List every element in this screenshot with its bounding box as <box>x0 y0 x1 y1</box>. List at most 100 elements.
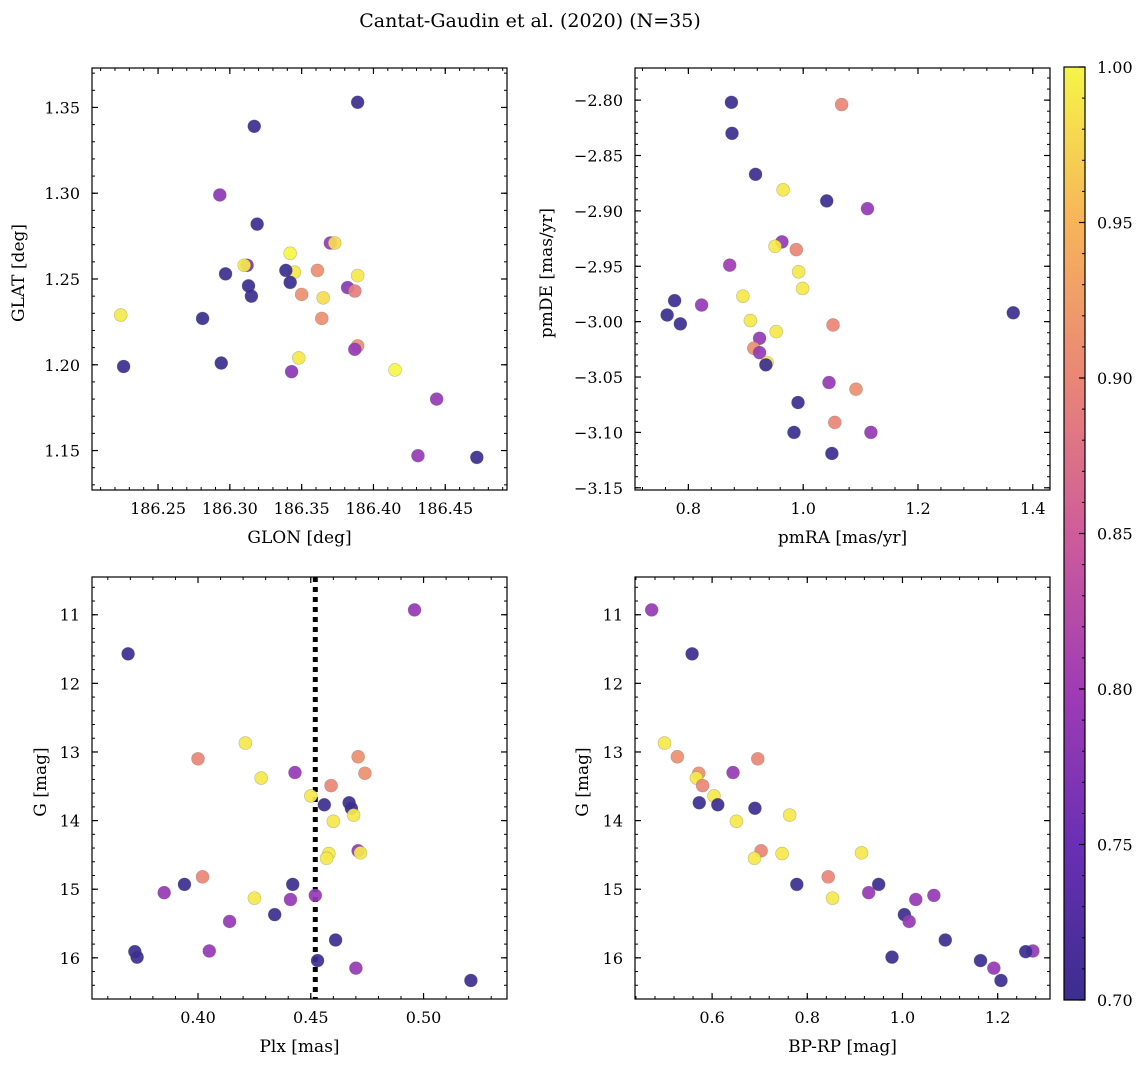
x-tick-label: 0.8 <box>676 499 701 518</box>
x-tick-label: 1.0 <box>790 499 815 518</box>
data-point <box>729 814 744 829</box>
data-point <box>319 851 334 866</box>
y-axis-label: G [mag] <box>31 747 51 816</box>
data-point <box>711 798 725 812</box>
colorbar-tick-label: 0.95 <box>1097 214 1133 233</box>
data-point <box>657 736 672 750</box>
data-point <box>743 313 758 328</box>
data-point <box>748 167 763 182</box>
colorbar-tick-label: 0.90 <box>1097 369 1133 388</box>
data-point <box>238 736 253 750</box>
y-tick-label: 14 <box>60 812 80 831</box>
data-point <box>776 183 790 197</box>
panel-top-right: 0.8 1.0 1.2 1.4 −3.15 −3.10 −3.05 −3.00 −2.95 −2.… <box>537 67 1051 548</box>
y-tick-label: −2.90 <box>574 202 623 221</box>
data-point <box>327 236 342 250</box>
data-point <box>353 846 368 860</box>
x-tick-label: 1.2 <box>905 499 930 518</box>
data-point <box>317 798 332 812</box>
data-point <box>768 239 782 254</box>
data-point <box>791 395 805 410</box>
data-point <box>759 358 773 372</box>
y-tick-label: 11 <box>60 606 80 625</box>
data-point <box>116 359 131 374</box>
data-point <box>908 892 923 907</box>
data-point <box>470 450 484 465</box>
data-point <box>250 217 264 231</box>
y-tick-label: −3.05 <box>574 368 623 387</box>
data-point <box>644 603 659 617</box>
data-point <box>247 119 262 134</box>
data-point <box>994 973 1008 988</box>
data-point <box>775 846 789 861</box>
data-point <box>328 933 343 947</box>
x-tick-label: 1.2 <box>985 1008 1010 1027</box>
colorbar-tick-label: 0.75 <box>1097 836 1133 855</box>
axes-frame <box>634 67 1051 491</box>
data-point <box>283 246 297 261</box>
y-tick-label: 16 <box>603 949 623 968</box>
data-point <box>407 603 422 617</box>
y-tick-label: 12 <box>603 674 623 693</box>
data-point <box>973 953 988 968</box>
y-tick-label: 1.25 <box>44 270 80 289</box>
data-point <box>267 907 282 922</box>
colorbar-tick-label: 1.00 <box>1097 58 1133 77</box>
data-point <box>347 284 362 298</box>
data-point <box>1018 944 1033 959</box>
data-point <box>291 351 306 365</box>
data-point <box>789 242 804 257</box>
data-point <box>285 877 300 892</box>
x-axis-label: Plx [mas] <box>259 1037 339 1057</box>
data-point <box>987 961 1001 975</box>
data-point <box>350 95 365 110</box>
data-point <box>388 363 402 377</box>
data-point <box>790 877 804 892</box>
data-point <box>349 961 363 975</box>
data-point <box>347 342 362 357</box>
data-point <box>849 382 863 397</box>
data-point <box>218 267 233 281</box>
data-point <box>351 749 365 764</box>
data-point <box>214 356 229 370</box>
x-tick-label: 186.45 <box>417 499 473 518</box>
data-point <box>826 318 840 332</box>
y-tick-label: 11 <box>603 606 623 625</box>
y-tick-label: −2.95 <box>574 257 623 276</box>
y-tick-label: 15 <box>60 880 80 899</box>
y-tick-label: 15 <box>603 880 623 899</box>
data-point <box>316 291 330 305</box>
colorbar-tick-label: 0.80 <box>1097 680 1133 699</box>
y-tick-label: 16 <box>60 949 80 968</box>
data-point <box>885 950 899 964</box>
data-point <box>326 814 341 829</box>
x-axis-label: GLON [deg] <box>247 528 351 548</box>
data-point <box>254 771 268 785</box>
y-tick-label: 14 <box>603 812 623 831</box>
data-point <box>1006 305 1021 320</box>
data-point <box>303 789 318 803</box>
data-point <box>748 801 762 816</box>
x-tick-label: 186.30 <box>202 499 258 518</box>
data-point <box>310 263 325 278</box>
data-point <box>310 953 325 968</box>
data-point <box>825 891 840 905</box>
data-point <box>279 263 293 278</box>
data-point <box>660 308 674 322</box>
x-tick-label: 0.8 <box>795 1008 820 1027</box>
y-tick-label: −3.15 <box>574 479 623 498</box>
data-point <box>864 425 878 440</box>
data-point <box>861 885 876 900</box>
data-point <box>157 885 171 900</box>
x-tick-label: 0.45 <box>293 1008 329 1027</box>
data-point <box>324 778 338 793</box>
data-point <box>294 287 309 302</box>
y-tick-label: −2.85 <box>574 147 623 166</box>
y-axis-label: pmDE [mas/yr] <box>537 208 557 338</box>
y-tick-label: 13 <box>60 743 80 762</box>
colorbar-tick-label: 0.70 <box>1097 991 1133 1010</box>
data-point <box>902 914 916 929</box>
data-point <box>692 795 707 810</box>
data-point <box>927 888 941 903</box>
data-point <box>195 870 210 884</box>
